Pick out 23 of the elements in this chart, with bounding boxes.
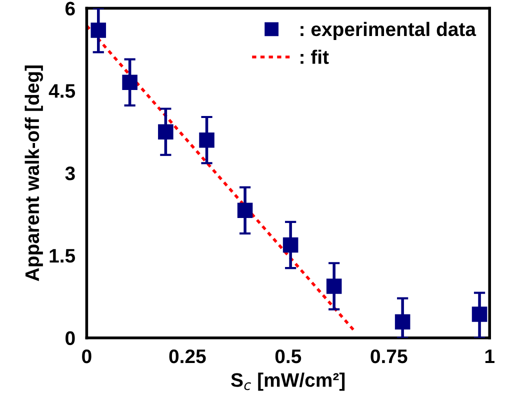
x-tick-label: 0.5	[275, 349, 302, 364]
x-tick-label: 0.75	[370, 349, 408, 364]
y-axis-title: Apparent walk-off [deg]	[24, 66, 44, 282]
legend-label: : fit	[300, 50, 329, 64]
y-tick-label: 1.5	[50, 249, 76, 263]
point	[90, 22, 106, 38]
x-tick-label: 0	[82, 349, 92, 364]
point	[394, 314, 410, 330]
y-tick-label: 6	[65, 2, 75, 16]
x-tick-label: 0.25	[169, 349, 206, 364]
x-tick-label: 1	[485, 350, 494, 364]
point	[122, 74, 138, 90]
point	[282, 237, 298, 253]
x-axis-title: S$_{c}$ [mW/cm²]	[231, 372, 345, 391]
y-tick-label: 4.5	[48, 84, 76, 98]
point	[237, 202, 253, 218]
legend-label: : experimental data	[300, 22, 476, 40]
point	[199, 132, 214, 148]
point	[158, 124, 174, 140]
y-tick-label: 3	[65, 166, 75, 180]
y-tick-label: 0	[66, 331, 75, 346]
point	[472, 306, 488, 322]
point	[326, 278, 342, 294]
